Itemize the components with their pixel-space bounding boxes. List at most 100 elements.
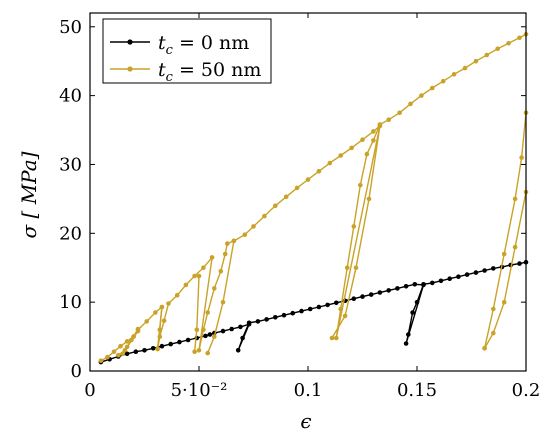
series-2-loop-6-point [501,299,507,305]
series-2-line-point [495,46,501,52]
series-2-line-point [440,78,446,84]
series-2-line-point [517,35,522,41]
x-tick-label: 0 [84,380,95,401]
series-2-loop-7-point [501,251,507,257]
series-2-loop-2-point [157,327,163,333]
series-2-line-point [212,286,217,291]
series-2-loop-3-point [196,273,202,279]
series-2-loop-7-point [519,155,524,160]
series-2-line-point [419,93,424,98]
series-2-loop-4-point [220,299,226,305]
series-2-line-point [506,41,511,46]
legend-label-series-1: tc = 0 nm [158,32,249,58]
series-2-line-point [225,241,230,246]
series-2-line-point [305,177,311,182]
y-tick-label: 50 [59,17,82,38]
series-1-line-point [273,315,278,320]
series-1-line-point [229,326,234,332]
series-2-line-point [283,194,289,200]
series-1-line-point [360,294,365,299]
legend: tc = 0 nm tc = 50 nm [102,18,272,85]
series-1-line-point [368,292,374,297]
series-2-line-point [338,153,344,158]
series-2-loop-7 [483,112,527,349]
series-2-line-point [144,319,149,324]
series-2-loop-5-point [342,313,348,319]
series-1-line-point [281,312,287,318]
series-2-loop-2-point [159,304,165,310]
series-1-line-point [403,284,409,289]
y-tick-label: 10 [59,292,82,313]
series-1-line-point [124,351,130,357]
x-tick-label: 0.15 [397,380,437,401]
y-tick-label: 0 [71,361,82,382]
series-2-line-point [484,52,490,58]
series-1-line-point [177,339,182,345]
series-2-line-point [161,318,167,324]
series-2-line-point [430,85,435,91]
series-2-line-point [98,358,104,364]
series-2-line-point [334,335,339,341]
series-2-line-point [111,349,117,355]
x-tick-label: 5·10⁻² [171,380,228,401]
series-1-line-point [517,261,522,266]
series-2-line-point [222,251,228,257]
axis-ticks: 0 5·10⁻² 0.1 0.15 0.2 0 10 20 30 40 50 [59,13,540,401]
series-2-line-point [262,213,267,219]
legend-marker-series-1 [127,39,133,45]
series-2-line-point [209,255,215,260]
series-2-loop-4 [207,240,235,354]
series-2-loop-1-point [116,352,121,358]
series-2-loop-2-point [155,346,160,352]
series-1-line-point [410,310,415,315]
series-2-loop-6 [483,191,527,349]
series-2-line-point [349,145,354,151]
series-1-line-point [150,346,156,351]
series-2-line-point [358,182,363,188]
series-2-line-point [183,282,189,288]
series-2-loop-3-point [194,327,200,333]
legend-label-series-2: tc = 50 nm [158,59,261,85]
series-2-loop-4-point [231,238,237,244]
series-1-line-point [240,335,245,341]
series-2-loop-1 [117,328,139,356]
y-tick-label: 20 [59,223,82,244]
series-1-line-point [220,328,226,334]
series-1-line-point [456,274,461,280]
series-2-loop-4-point [205,350,210,356]
series-2-line-point [118,343,123,349]
series-2-line-point [351,224,357,229]
series-1-line-point [142,348,147,353]
plot-frame [89,12,527,372]
series-2-line-point [124,339,130,344]
series-2-loop-5-point [329,335,335,341]
series-2-line-point [316,169,322,174]
series-2-line-point [364,151,370,157]
series-1-line-point [307,306,313,312]
series-2-loop-1-point [135,326,141,332]
series-1-line-point [168,341,173,347]
series-1-line [100,261,527,363]
series-2-line-point [473,58,479,64]
series-1-line-point [235,348,241,353]
series-1-line-point [403,341,409,346]
series-2-line-point [338,306,344,312]
x-axis-label: ϵ [300,409,311,433]
series-2-line-point [462,65,468,71]
series-1-line-point [464,272,470,277]
series-1-line-point [386,288,392,293]
series-2-loop-5-point [366,196,372,202]
series-2-loop-7-point [512,196,518,202]
series-1-line-point [351,296,357,302]
series-2-line-point [166,301,171,306]
series-1-line-point [447,276,453,282]
series-2-line-point [201,327,206,333]
series-2-line-point [205,310,210,315]
series-1-line-point [203,333,208,339]
series-1-line-point [264,317,269,322]
series-1-line-point [430,280,435,286]
series-1-line-point [395,286,400,291]
series-2-line-point [105,354,110,360]
series-1-line-point [246,320,252,326]
series-2-line-point [327,160,333,166]
